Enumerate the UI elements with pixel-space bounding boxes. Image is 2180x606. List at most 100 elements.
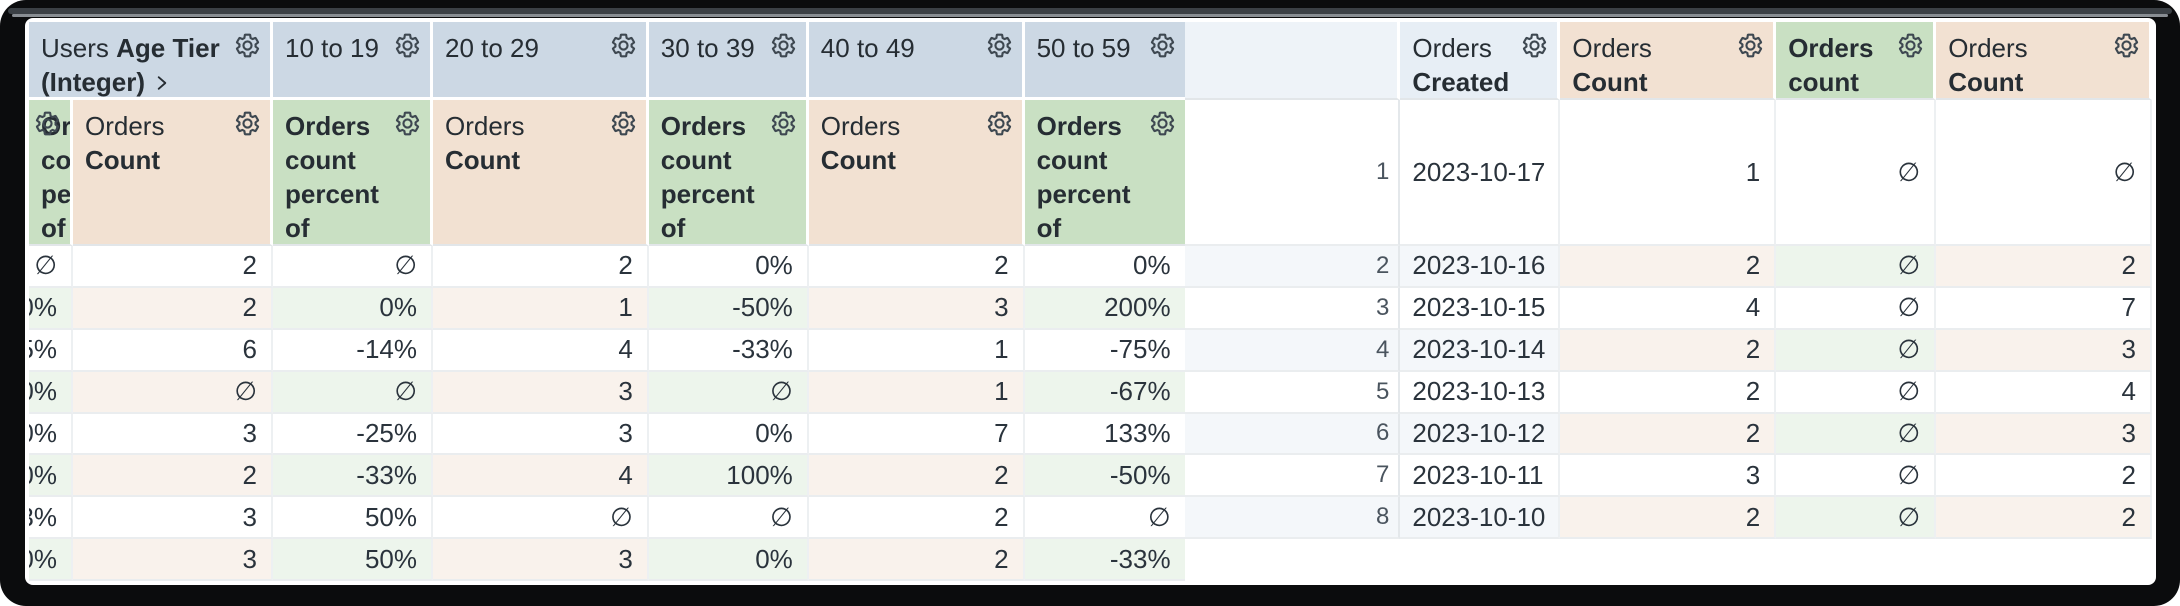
column-header-percent-of-previous[interactable]: Orders count percent of previous - acros… bbox=[1024, 100, 1185, 246]
percent-cell[interactable]: ∅ bbox=[648, 497, 809, 540]
count-cell[interactable]: 7 bbox=[1936, 287, 2152, 330]
count-cell[interactable]: 3 bbox=[73, 539, 273, 581]
percent-cell[interactable]: -50% bbox=[648, 287, 809, 330]
percent-cell[interactable]: -33% bbox=[1024, 539, 1185, 581]
count-cell[interactable]: 1 bbox=[808, 371, 1025, 414]
column-header-orders-count[interactable]: Orders Count bbox=[433, 100, 649, 246]
gear-icon[interactable] bbox=[1737, 32, 1764, 59]
percent-cell[interactable]: 75% bbox=[29, 329, 73, 372]
percent-cell[interactable]: ∅ bbox=[29, 246, 73, 288]
count-cell[interactable]: 4 bbox=[433, 455, 649, 498]
column-header-orders-count[interactable]: Orders Count bbox=[1936, 22, 2152, 100]
gear-icon[interactable] bbox=[1897, 32, 1924, 59]
count-cell[interactable]: 3 bbox=[1936, 413, 2152, 456]
percent-cell[interactable]: -14% bbox=[273, 329, 433, 372]
column-header-created-date[interactable]: Orders Created Date↓ bbox=[1400, 22, 1561, 100]
count-cell[interactable]: 3 bbox=[1936, 329, 2152, 372]
percent-cell[interactable]: 0% bbox=[648, 413, 809, 456]
percent-cell[interactable]: ∅ bbox=[273, 246, 433, 288]
gear-icon[interactable] bbox=[34, 110, 61, 137]
percent-cell[interactable]: -33% bbox=[29, 497, 73, 540]
percent-cell[interactable]: ∅ bbox=[1776, 100, 1937, 246]
percent-cell[interactable]: ∅ bbox=[1776, 371, 1937, 414]
gear-icon[interactable] bbox=[986, 32, 1013, 59]
date-cell[interactable]: 2023-10-16 bbox=[1400, 246, 1561, 288]
column-header-percent-of-previous[interactable]: Orders count percent of previous - acros… bbox=[648, 100, 809, 246]
column-header-orders-count[interactable]: Orders Count bbox=[808, 100, 1025, 246]
count-cell[interactable]: 2 bbox=[808, 539, 1025, 581]
count-cell[interactable]: 2 bbox=[1560, 497, 1777, 540]
count-cell[interactable]: 2 bbox=[433, 246, 649, 288]
gear-icon[interactable] bbox=[610, 110, 637, 137]
count-cell[interactable]: 1 bbox=[808, 329, 1025, 372]
count-cell[interactable]: 2 bbox=[73, 246, 273, 288]
percent-cell[interactable]: -25% bbox=[273, 413, 433, 456]
gear-icon[interactable] bbox=[234, 32, 261, 59]
count-cell[interactable]: 3 bbox=[433, 371, 649, 414]
percent-cell[interactable]: ∅ bbox=[1776, 287, 1937, 330]
date-cell[interactable]: 2023-10-10 bbox=[1400, 497, 1561, 540]
gear-icon[interactable] bbox=[394, 110, 421, 137]
count-cell[interactable]: 3 bbox=[73, 413, 273, 456]
percent-cell[interactable]: ∅ bbox=[1024, 497, 1185, 540]
percent-cell[interactable]: 100% bbox=[29, 413, 73, 456]
column-header-orders-count[interactable]: Orders Count bbox=[73, 100, 273, 246]
percent-cell[interactable]: -33% bbox=[648, 329, 809, 372]
count-cell[interactable]: 6 bbox=[73, 329, 273, 372]
percent-cell[interactable]: 133% bbox=[1024, 413, 1185, 456]
gear-icon[interactable] bbox=[610, 32, 637, 59]
tier-header[interactable]: 20 to 29 bbox=[433, 22, 649, 100]
count-cell[interactable]: ∅ bbox=[433, 497, 649, 540]
percent-cell[interactable]: 100% bbox=[648, 455, 809, 498]
percent-cell[interactable]: -50% bbox=[1024, 455, 1185, 498]
count-cell[interactable]: 7 bbox=[808, 413, 1025, 456]
count-cell[interactable]: 4 bbox=[1936, 371, 2152, 414]
percent-cell[interactable]: ∅ bbox=[648, 371, 809, 414]
column-header-percent-of-previous[interactable]: Orders count percent of previous - acros… bbox=[273, 100, 433, 246]
tier-header[interactable]: 10 to 19 bbox=[273, 22, 433, 100]
gear-icon[interactable] bbox=[1521, 32, 1548, 59]
count-cell[interactable]: 4 bbox=[433, 329, 649, 372]
date-cell[interactable]: 2023-10-13 bbox=[1400, 371, 1561, 414]
date-cell[interactable]: 2023-10-15 bbox=[1400, 287, 1561, 330]
percent-cell[interactable]: 50% bbox=[273, 497, 433, 540]
percent-cell[interactable]: 50% bbox=[29, 455, 73, 498]
count-cell[interactable]: 4 bbox=[1560, 287, 1777, 330]
percent-cell[interactable]: ∅ bbox=[1776, 246, 1937, 288]
count-cell[interactable]: 2 bbox=[1560, 329, 1777, 372]
percent-cell[interactable]: 0% bbox=[29, 287, 73, 330]
count-cell[interactable]: 2 bbox=[1560, 246, 1777, 288]
percent-cell[interactable]: -33% bbox=[273, 455, 433, 498]
gear-icon[interactable] bbox=[986, 110, 1013, 137]
percent-cell[interactable]: ∅ bbox=[1776, 455, 1937, 498]
count-cell[interactable]: 2 bbox=[1936, 455, 2152, 498]
count-cell[interactable]: ∅ bbox=[1936, 100, 2152, 246]
count-cell[interactable]: 2 bbox=[1560, 413, 1777, 456]
gear-icon[interactable] bbox=[2113, 32, 2140, 59]
percent-cell[interactable]: -75% bbox=[1024, 329, 1185, 372]
gear-icon[interactable] bbox=[394, 32, 421, 59]
column-header-percent-of-previous[interactable]: Orders count percent of previous - acros… bbox=[29, 100, 73, 246]
count-cell[interactable]: ∅ bbox=[73, 371, 273, 414]
tier-header[interactable]: 50 to 59 bbox=[1024, 22, 1185, 100]
count-cell[interactable]: 3 bbox=[433, 539, 649, 581]
count-cell[interactable]: 3 bbox=[808, 287, 1025, 330]
gear-icon[interactable] bbox=[770, 110, 797, 137]
percent-cell[interactable]: 0% bbox=[273, 287, 433, 330]
percent-cell[interactable]: 0% bbox=[1024, 246, 1185, 288]
percent-cell[interactable]: 50% bbox=[29, 371, 73, 414]
count-cell[interactable]: 2 bbox=[808, 497, 1025, 540]
count-cell[interactable]: 2 bbox=[808, 455, 1025, 498]
tier-header[interactable]: 40 to 49 bbox=[808, 22, 1025, 100]
gear-icon[interactable] bbox=[1149, 110, 1176, 137]
count-cell[interactable]: 2 bbox=[1936, 246, 2152, 288]
count-cell[interactable]: 2 bbox=[73, 287, 273, 330]
tier-header[interactable]: 30 to 39 bbox=[648, 22, 809, 100]
expand-chevron-icon[interactable] bbox=[152, 71, 172, 95]
percent-cell[interactable]: 50% bbox=[273, 539, 433, 581]
gear-icon[interactable] bbox=[234, 110, 261, 137]
gear-icon[interactable] bbox=[770, 32, 797, 59]
count-cell[interactable]: 1 bbox=[433, 287, 649, 330]
gear-icon[interactable] bbox=[1149, 32, 1176, 59]
count-cell[interactable]: 3 bbox=[1560, 455, 1777, 498]
